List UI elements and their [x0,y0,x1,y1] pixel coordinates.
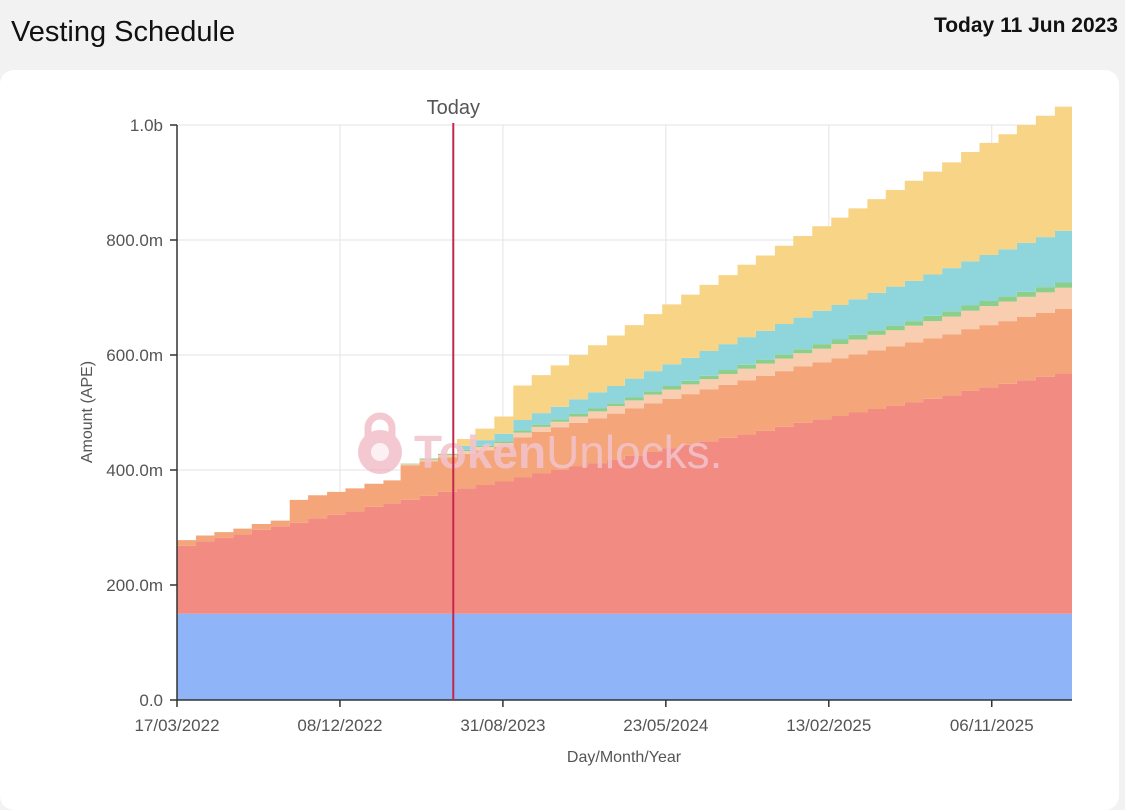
chart-areas [177,106,1072,700]
y-tick-label-0: 0.0 [139,691,163,710]
watermark: TokenUnlocks. [358,412,722,478]
today-date: Today 11 Jun 2023 [933,14,1118,37]
x-tick-label-1: 08/12/2022 [297,716,382,735]
y-tick-label-4: 800.0m [106,231,163,250]
x-tick-label-3: 23/05/2024 [623,716,708,735]
y-tick-label-3: 600.0m [106,346,163,365]
series-area-5[interactable] [177,230,1072,541]
chart-axes [176,125,1072,701]
watermark-light: Unlocks. [546,426,722,478]
y-tick-labels: 0.0 200.0m 400.0m 600.0m 800.0m 1.0b [106,116,177,710]
today-marker-label: Today [427,97,480,119]
x-tick-label-5: 06/11/2025 [950,716,1034,735]
y-tick-label-1: 200.0m [106,576,163,595]
x-tick-labels: 17/03/2022 08/12/2022 31/08/2023 23/05/2024… [134,700,1034,735]
series-area-2[interactable] [177,309,1072,546]
series-area-1[interactable] [177,373,1072,614]
series-area-0[interactable] [177,613,1072,700]
header: Vesting Schedule Today 11 Jun 2023 [0,0,1125,70]
watermark-text: TokenUnlocks. [414,426,722,478]
y-axis-title: Amount (APE) [79,361,96,463]
y-tick-label-2: 400.0m [106,461,163,480]
x-tick-label-0: 17/03/2022 [134,716,219,735]
series-area-6[interactable] [177,106,1072,541]
y-tick-label-5: 1.0b [130,116,163,135]
x-tick-label-2: 31/08/2023 [460,716,545,735]
watermark-strong: Token [414,426,546,478]
x-axis-title: Day/Month/Year [567,749,682,766]
page-title: Vesting Schedule [11,16,236,48]
lock-icon [358,412,402,474]
series-area-3[interactable] [177,287,1072,541]
x-tick-label-4: 13/02/2025 [786,716,871,735]
